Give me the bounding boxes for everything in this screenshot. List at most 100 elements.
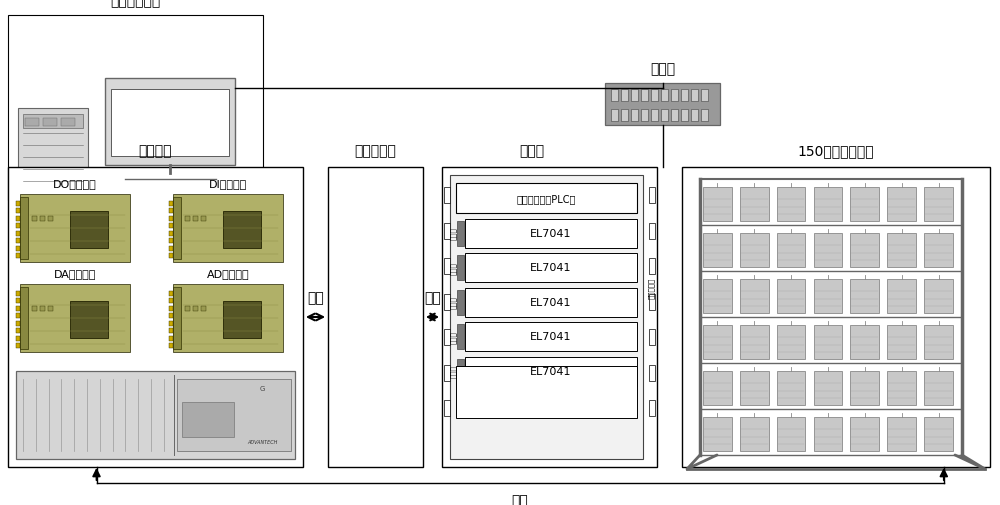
Bar: [691, 110, 698, 122]
Bar: [169, 306, 173, 311]
Bar: [169, 298, 173, 304]
Bar: [740, 279, 769, 314]
Bar: [777, 417, 805, 451]
Text: 耦合器: 耦合器: [450, 227, 456, 240]
Bar: [703, 371, 732, 406]
Bar: [457, 221, 464, 246]
Bar: [193, 307, 198, 312]
Text: 测试主机: 测试主机: [139, 144, 172, 158]
Bar: [182, 402, 234, 437]
Bar: [193, 217, 198, 222]
Bar: [671, 90, 678, 102]
Bar: [887, 279, 916, 314]
Bar: [465, 322, 637, 351]
Bar: [814, 371, 842, 406]
Text: 耦合器: 耦合器: [450, 365, 456, 378]
Bar: [450, 176, 643, 459]
Bar: [457, 256, 464, 280]
Bar: [32, 217, 37, 222]
Bar: [169, 328, 173, 333]
Bar: [887, 325, 916, 360]
Bar: [456, 184, 637, 214]
Bar: [887, 417, 916, 451]
Bar: [169, 209, 173, 214]
Bar: [201, 217, 206, 222]
Bar: [703, 187, 732, 222]
Bar: [611, 110, 618, 122]
Bar: [444, 294, 450, 310]
Bar: [169, 343, 173, 348]
Bar: [169, 224, 173, 229]
Bar: [651, 110, 658, 122]
Bar: [444, 259, 450, 274]
Text: 150轴步进电机架: 150轴步进电机架: [798, 144, 874, 158]
Bar: [465, 254, 637, 282]
Bar: [681, 110, 688, 122]
Bar: [16, 209, 20, 214]
Bar: [703, 233, 732, 268]
Bar: [61, 119, 75, 127]
Text: EL7041: EL7041: [530, 263, 572, 273]
Bar: [777, 233, 805, 268]
Bar: [814, 187, 842, 222]
Bar: [8, 16, 263, 200]
Bar: [671, 110, 678, 122]
Text: ADVANTECH: ADVANTECH: [247, 439, 278, 444]
Bar: [177, 379, 291, 451]
Bar: [887, 187, 916, 222]
Bar: [23, 115, 83, 129]
Bar: [651, 90, 658, 102]
Text: G: G: [260, 385, 265, 391]
Bar: [814, 325, 842, 360]
Bar: [105, 79, 235, 166]
Bar: [740, 233, 769, 268]
Bar: [850, 279, 879, 314]
Bar: [444, 365, 450, 381]
Bar: [465, 288, 637, 317]
Bar: [924, 187, 953, 222]
Bar: [740, 371, 769, 406]
Bar: [16, 328, 20, 333]
Bar: [611, 90, 618, 102]
Bar: [631, 110, 638, 122]
Bar: [740, 417, 769, 451]
Bar: [924, 417, 953, 451]
Bar: [641, 90, 648, 102]
Text: 接口转接筱: 接口转接筱: [355, 144, 396, 158]
Bar: [777, 187, 805, 222]
Bar: [649, 400, 655, 416]
Bar: [16, 314, 20, 318]
Bar: [70, 212, 108, 249]
Text: 运动控制器（PLC）: 运动控制器（PLC）: [517, 193, 576, 204]
Bar: [16, 336, 20, 341]
Bar: [169, 254, 173, 259]
Bar: [48, 307, 53, 312]
Bar: [631, 90, 638, 102]
Bar: [16, 231, 20, 236]
Bar: [777, 371, 805, 406]
Bar: [169, 238, 173, 243]
Bar: [173, 194, 283, 263]
Bar: [649, 259, 655, 274]
Bar: [457, 290, 464, 315]
Text: 耦合器: 耦合器: [450, 296, 456, 309]
Bar: [16, 306, 20, 311]
Bar: [169, 216, 173, 221]
Bar: [850, 371, 879, 406]
Bar: [924, 325, 953, 360]
Text: EL7041: EL7041: [530, 332, 572, 342]
Bar: [681, 90, 688, 102]
Text: DO板卡模块: DO板卡模块: [53, 179, 97, 189]
Bar: [16, 298, 20, 304]
Bar: [850, 187, 879, 222]
Text: DI板卡模块: DI板卡模块: [209, 179, 247, 189]
Bar: [40, 307, 45, 312]
Bar: [777, 325, 805, 360]
Bar: [16, 254, 20, 259]
Bar: [924, 279, 953, 314]
Bar: [25, 119, 39, 127]
Bar: [649, 188, 655, 204]
Bar: [691, 90, 698, 102]
Bar: [887, 371, 916, 406]
Bar: [16, 238, 20, 243]
